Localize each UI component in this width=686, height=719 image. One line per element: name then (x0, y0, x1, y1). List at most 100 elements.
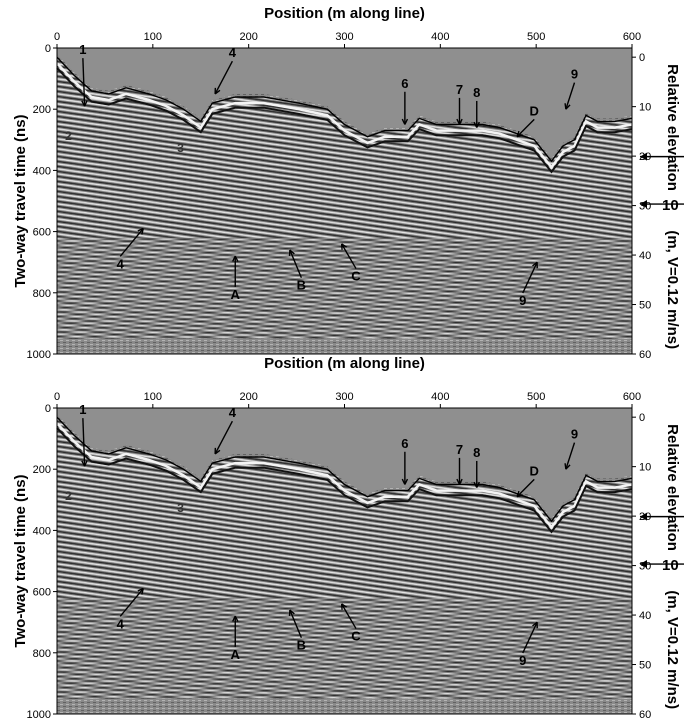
x-tick-label: 500 (527, 391, 545, 403)
annotation-label: 4 (229, 405, 237, 420)
annotation-label: 9 (571, 67, 578, 82)
annotation-arrow (341, 603, 357, 629)
annotation-label: 1 (79, 42, 86, 57)
annotation-arrowhead (564, 103, 571, 110)
annotation-label: C (351, 629, 361, 644)
annotation-arrowhead (456, 478, 463, 485)
x-tick-label: 400 (431, 31, 449, 43)
y-tick-label: 800 (33, 648, 51, 660)
annotation-arrow (565, 82, 576, 110)
annotation-arrowhead (288, 249, 295, 256)
elevation-arrowhead (640, 152, 647, 161)
annotation-arrow (516, 118, 535, 138)
annotation-arrowhead (532, 621, 538, 629)
annotation-label: 9 (519, 293, 526, 308)
annotation-arrowhead (516, 130, 523, 138)
annotation-arrowhead (81, 460, 88, 467)
annotation-arrow (565, 442, 576, 470)
annotation-label: 2 (65, 489, 72, 503)
elevation-arrowhead (640, 512, 647, 521)
marker-label: 10 (662, 197, 679, 214)
annotation-label: 9 (571, 427, 578, 442)
annotation-label: B (297, 638, 306, 653)
y-tick-label: 1000 (27, 709, 51, 719)
marker-label: 10 (662, 557, 679, 574)
elevation-tick-label: 0 (639, 412, 645, 424)
annotation-arrow (214, 420, 233, 455)
elevation-tick-label: 60 (639, 349, 651, 361)
annotation-arrowhead (214, 447, 221, 455)
x-tick-label: 500 (527, 31, 545, 43)
annotation-arrowhead (473, 481, 480, 488)
x-tick-label: 0 (54, 391, 60, 403)
annotation-arrow (82, 418, 86, 467)
annotation-label: 3 (177, 141, 184, 155)
annotation-arrow (341, 243, 357, 269)
elevation-axis-title: Relative elevation (664, 424, 681, 551)
y-axis-title: Two-way travel time (ns) (12, 114, 29, 287)
annotation-arrow (289, 609, 303, 639)
annotation-label: 6 (401, 436, 408, 451)
air-region (57, 408, 632, 519)
elevation-tick-label: 60 (639, 709, 651, 719)
annotation-label: 8 (473, 445, 480, 460)
x-tick-label: 100 (144, 31, 162, 43)
annotation-arrowhead (532, 261, 538, 269)
annotation-arrow (119, 588, 144, 617)
marker-arrowhead (640, 560, 647, 569)
y-tick-label: 200 (33, 464, 51, 476)
x-axis-title: Position (m along line) (264, 355, 425, 372)
annotation-arrowhead (473, 121, 480, 128)
annotation-arrow (522, 261, 538, 294)
y-tick-label: 600 (33, 587, 51, 599)
ground-surface-white-band (56, 422, 633, 530)
annotation-arrowhead (81, 100, 88, 107)
annotation-label: B (297, 278, 306, 293)
annotation-arrowhead (401, 118, 409, 125)
ground-surface-dark-band (56, 67, 633, 174)
annotation-arrowhead (214, 87, 221, 95)
annotation-arrowhead (516, 490, 523, 498)
annotation-arrow (82, 58, 86, 107)
elevation-tick-label: 40 (639, 610, 651, 622)
marker-arrowhead (640, 200, 647, 209)
ground-surface-white-band (56, 62, 633, 170)
radargram-panel-upper: Position (m along line)0 100 200 300 400 500 6… (12, 5, 684, 361)
x-tick-label: 300 (335, 31, 353, 43)
elevation-tick-label: 10 (639, 102, 651, 114)
x-tick-label: 600 (623, 391, 641, 403)
annotation-label: A (231, 647, 241, 662)
annotation-label: 9 (519, 653, 526, 668)
elevation-tick-label: 50 (639, 660, 651, 672)
annotation-label: 3 (177, 501, 184, 515)
elevation-tick-label: 40 (639, 250, 651, 262)
y-tick-label: 800 (33, 288, 51, 300)
annotation-label: 4 (117, 616, 125, 631)
elevation-tick-label: 50 (639, 300, 651, 312)
annotation-label: 4 (229, 45, 237, 60)
ground-surface-dark-band (56, 427, 633, 534)
y-tick-label: 400 (33, 165, 51, 177)
annotation-arrowhead (340, 243, 347, 250)
annotation-label: C (351, 269, 361, 284)
elevation-axis-unit: (m, V=0.12 m/ns) (664, 590, 681, 709)
annotation-arrowhead (564, 463, 571, 470)
elevation-tick-label: 10 (639, 462, 651, 474)
annotation-label: 2 (65, 129, 72, 143)
x-tick-label: 200 (239, 391, 257, 403)
deep-reflectors (57, 597, 632, 699)
x-axis-title: Position (m along line) (264, 5, 425, 22)
y-tick-label: 400 (33, 525, 51, 537)
annotation-arrowhead (456, 118, 463, 125)
elevation-axis-unit: (m, V=0.12 m/ns) (664, 230, 681, 349)
y-tick-label: 600 (33, 227, 51, 239)
deep-reflectors (57, 237, 632, 339)
annotation-arrow (214, 60, 233, 95)
annotation-label: A (231, 287, 241, 302)
x-tick-label: 100 (144, 391, 162, 403)
y-tick-label: 0 (45, 403, 51, 415)
annotation-arrowhead (137, 227, 144, 235)
annotation-arrow (119, 228, 144, 257)
x-tick-label: 300 (335, 391, 353, 403)
